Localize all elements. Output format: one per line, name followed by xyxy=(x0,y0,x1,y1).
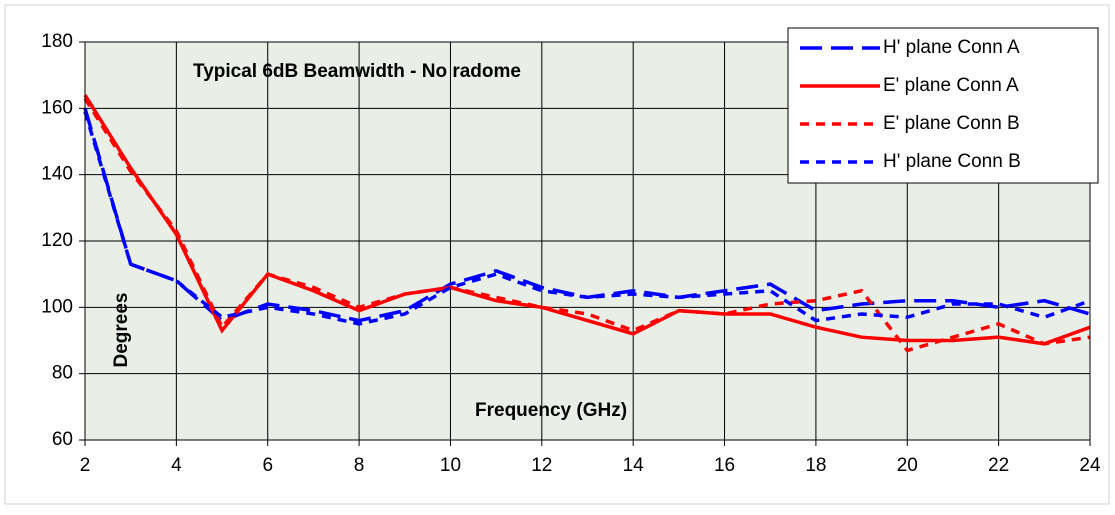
y-tick-label: 60 xyxy=(52,429,73,450)
x-tick-label: 14 xyxy=(623,455,645,476)
y-tick-label: 80 xyxy=(52,363,73,384)
x-tick-label: 8 xyxy=(354,455,365,476)
plot-border xyxy=(84,41,1091,441)
x-tick-label: 12 xyxy=(531,455,552,476)
x-tick-label: 2 xyxy=(80,455,91,476)
y-tick-label: 120 xyxy=(41,230,73,251)
x-tick-label: 18 xyxy=(805,455,826,476)
legend-label: E' plane Conn A xyxy=(883,75,1019,96)
x-axis-label: Frequency (GHz) xyxy=(475,400,627,421)
legend-label: H' plane Conn B xyxy=(883,151,1021,172)
x-tick-label: 4 xyxy=(171,455,182,476)
y-axis-label: Degrees xyxy=(111,293,132,368)
x-tick-label: 10 xyxy=(440,455,461,476)
x-tick-label: 6 xyxy=(262,455,273,476)
y-tick-label: 160 xyxy=(41,97,73,118)
x-tick-label: 24 xyxy=(1079,455,1101,476)
annotation: Typical 6dB Beamwidth - No radome xyxy=(193,61,521,82)
series-line xyxy=(83,97,1091,353)
x-tick-label: 20 xyxy=(897,455,918,476)
x-tick-label: 22 xyxy=(988,455,1009,476)
x-tick-label: 16 xyxy=(714,455,735,476)
y-tick-label: 140 xyxy=(41,164,73,185)
legend-label: H' plane Conn A xyxy=(883,37,1020,58)
y-tick-label: 180 xyxy=(41,31,73,52)
series-line xyxy=(83,111,1091,326)
y-tick-label: 100 xyxy=(41,296,73,317)
legend-box xyxy=(787,27,1099,184)
series-line xyxy=(83,94,1091,346)
legend-label: E' plane Conn B xyxy=(883,113,1020,134)
